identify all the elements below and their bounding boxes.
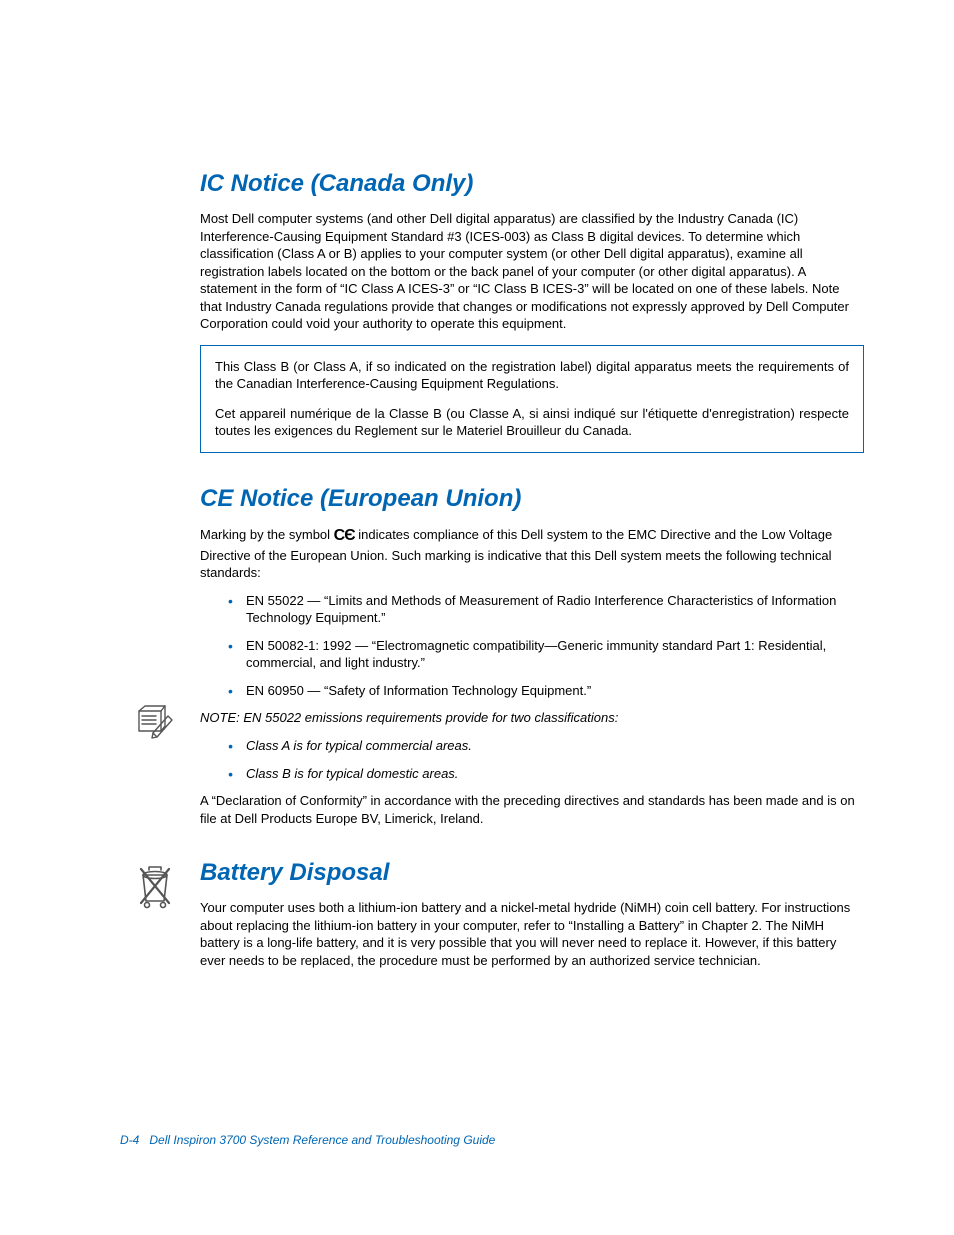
heading-battery-disposal: Battery Disposal xyxy=(200,859,864,887)
section-battery-disposal: Battery Disposal Your computer uses both… xyxy=(200,859,864,969)
paragraph: Your computer uses both a lithium-ion ba… xyxy=(200,899,864,969)
list-item: Class A is for typical commercial areas. xyxy=(228,737,864,755)
page-footer: D-4 Dell Inspiron 3700 System Reference … xyxy=(120,1133,495,1147)
ce-mark-icon: CЄ xyxy=(334,527,355,544)
note-sublist: Class A is for typical commercial areas.… xyxy=(200,737,864,782)
document-title: Dell Inspiron 3700 System Reference and … xyxy=(149,1133,495,1147)
heading-ce-notice: CE Notice (European Union) xyxy=(200,485,864,513)
box-paragraph-en: This Class B (or Class A, if so indicate… xyxy=(215,358,849,393)
section-ic-notice: IC Notice (Canada Only) Most Dell comput… xyxy=(200,170,864,453)
note-block: NOTE: EN 55022 emissions requirements pr… xyxy=(130,709,864,782)
list-item: Class B is for typical domestic areas. xyxy=(228,765,864,783)
regulatory-box: This Class B (or Class A, if so indicate… xyxy=(200,345,864,453)
list-item: EN 50082-1: 1992 — “Electromagnetic comp… xyxy=(228,637,864,672)
note-text: NOTE: EN 55022 emissions requirements pr… xyxy=(200,709,864,727)
heading-ic-notice: IC Notice (Canada Only) xyxy=(200,170,864,198)
document-page: IC Notice (Canada Only) Most Dell comput… xyxy=(0,0,954,1039)
note-pencil-icon xyxy=(130,703,180,744)
crossed-bin-icon xyxy=(130,863,180,916)
paragraph: Most Dell computer systems (and other De… xyxy=(200,210,864,333)
list-item: EN 60950 — “Safety of Information Techno… xyxy=(228,682,864,700)
section-ce-notice: CE Notice (European Union) Marking by th… xyxy=(200,485,864,827)
page-number: D-4 xyxy=(120,1133,139,1147)
paragraph: A “Declaration of Conformity” in accorda… xyxy=(200,792,864,827)
battery-block: Battery Disposal Your computer uses both… xyxy=(130,859,864,969)
list-item: EN 55022 — “Limits and Methods of Measur… xyxy=(228,592,864,627)
text-pre: Marking by the symbol xyxy=(200,527,334,542)
paragraph: Marking by the symbol CЄ indicates compl… xyxy=(200,525,864,582)
standards-list: EN 55022 — “Limits and Methods of Measur… xyxy=(200,592,864,700)
box-paragraph-fr: Cet appareil numérique de la Classe B (o… xyxy=(215,405,849,440)
